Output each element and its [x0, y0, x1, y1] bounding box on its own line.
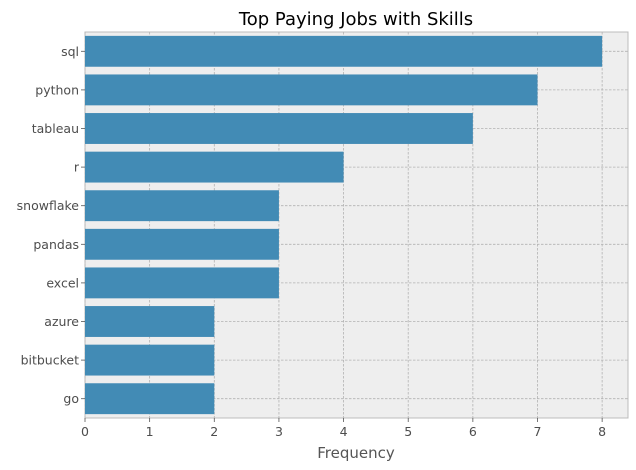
bar-r: [85, 151, 344, 183]
x-tick-label-8: 8: [598, 424, 606, 439]
y-tick-label-snowflake: snowflake: [17, 198, 80, 213]
y-tick-label-sql: sql: [61, 44, 79, 59]
x-tick-label-6: 6: [469, 424, 477, 439]
bar-tableau: [85, 113, 473, 144]
bar-sql: [85, 35, 603, 67]
y-tick-label-azure: azure: [44, 314, 79, 329]
y-tick-label-pandas: pandas: [33, 237, 79, 252]
y-tick-label-python: python: [35, 82, 79, 97]
x-tick-label-5: 5: [404, 424, 412, 439]
bars: [85, 35, 603, 415]
y-tick-label-r: r: [74, 160, 80, 175]
x-tick-label-1: 1: [146, 424, 154, 439]
x-tick-label-3: 3: [275, 424, 283, 439]
y-tick-label-excel: excel: [46, 275, 79, 290]
bar-bitbucket: [85, 344, 215, 376]
y-tick-label-bitbucket: bitbucket: [21, 353, 80, 368]
bar-azure: [85, 306, 215, 337]
x-tick-label-4: 4: [340, 424, 348, 439]
x-tick-label-2: 2: [210, 424, 218, 439]
x-tick-label-7: 7: [534, 424, 542, 439]
x-axis-label: Frequency: [317, 444, 395, 462]
y-tick-labels: sql python tableau r snowflake pandas excel azu…: [17, 44, 85, 406]
x-tick-label-0: 0: [81, 424, 89, 439]
x-ticks: 0 1 2 3 4 5 6 7 8: [81, 418, 606, 439]
chart-title: Top Paying Jobs with Skills: [238, 9, 473, 30]
y-tick-label-go: go: [63, 391, 79, 406]
bar-excel: [85, 267, 279, 299]
bar-pandas: [85, 228, 279, 260]
bar-snowflake: [85, 190, 279, 222]
y-tick-label-tableau: tableau: [32, 121, 79, 136]
bar-go: [85, 383, 215, 415]
bar-python: [85, 74, 538, 106]
